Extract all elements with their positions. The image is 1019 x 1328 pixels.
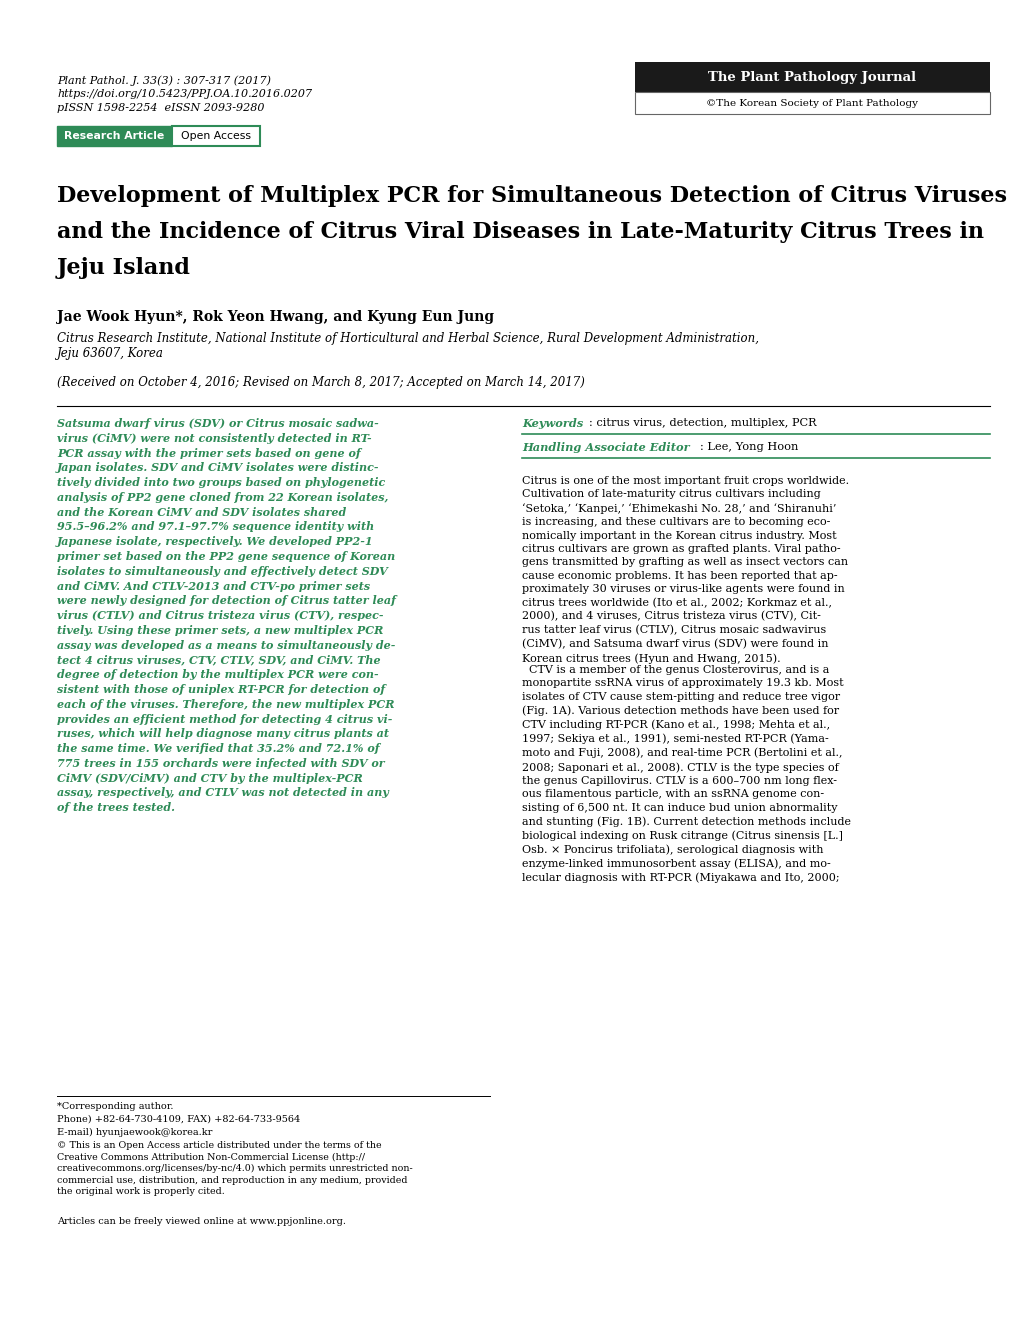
Text: E-mail) hyunjaewook@korea.kr: E-mail) hyunjaewook@korea.kr bbox=[57, 1127, 212, 1137]
Text: and the Incidence of Citrus Viral Diseases in Late-Maturity Citrus Trees in: and the Incidence of Citrus Viral Diseas… bbox=[57, 220, 983, 243]
Text: Keywords: Keywords bbox=[522, 418, 583, 429]
Text: CTV is a member of the genus Closterovirus, and is a
monopartite ssRNA virus of : CTV is a member of the genus Closterovir… bbox=[522, 665, 850, 883]
Text: The Plant Pathology Journal: The Plant Pathology Journal bbox=[708, 70, 916, 84]
Text: *Corresponding author.: *Corresponding author. bbox=[57, 1102, 173, 1112]
Text: : Lee, Yong Hoon: : Lee, Yong Hoon bbox=[699, 442, 798, 452]
Text: Citrus Research Institute, National Institute of Horticultural and Herbal Scienc: Citrus Research Institute, National Inst… bbox=[57, 332, 758, 345]
Text: Articles can be freely viewed online at www.ppjonline.org.: Articles can be freely viewed online at … bbox=[57, 1216, 345, 1226]
Text: Open Access: Open Access bbox=[180, 131, 251, 141]
Text: Satsuma dwarf virus (SDV) or Citrus mosaic sadwa-
virus (CiMV) were not consiste: Satsuma dwarf virus (SDV) or Citrus mosa… bbox=[57, 418, 395, 813]
Text: https://doi.org/10.5423/PPJ.OA.10.2016.0207: https://doi.org/10.5423/PPJ.OA.10.2016.0… bbox=[57, 89, 312, 100]
Text: © This is an Open Access article distributed under the terms of the
Creative Com: © This is an Open Access article distrib… bbox=[57, 1141, 413, 1197]
Bar bbox=[172, 126, 260, 146]
Text: ©The Korean Society of Plant Pathology: ©The Korean Society of Plant Pathology bbox=[706, 98, 917, 108]
Text: Research Article: Research Article bbox=[64, 131, 164, 141]
Bar bbox=[635, 62, 989, 92]
Text: Development of Multiplex PCR for Simultaneous Detection of Citrus Viruses: Development of Multiplex PCR for Simulta… bbox=[57, 185, 1006, 207]
Text: pISSN 1598-2254  eISSN 2093-9280: pISSN 1598-2254 eISSN 2093-9280 bbox=[57, 104, 264, 113]
Text: : citrus virus, detection, multiplex, PCR: : citrus virus, detection, multiplex, PC… bbox=[588, 418, 816, 428]
Text: Phone) +82-64-730-4109, FAX) +82-64-733-9564: Phone) +82-64-730-4109, FAX) +82-64-733-… bbox=[57, 1116, 300, 1123]
Bar bbox=[57, 126, 172, 146]
Text: (Received on October 4, 2016; Revised on March 8, 2017; Accepted on March 14, 20: (Received on October 4, 2016; Revised on… bbox=[57, 376, 584, 389]
Text: Jeju 63607, Korea: Jeju 63607, Korea bbox=[57, 347, 164, 360]
Text: Handling Associate Editor: Handling Associate Editor bbox=[522, 442, 689, 453]
Text: Citrus is one of the most important fruit crops worldwide.
Cultivation of late-m: Citrus is one of the most important frui… bbox=[522, 475, 848, 664]
Text: Jae Wook Hyun*, Rok Yeon Hwang, and Kyung Eun Jung: Jae Wook Hyun*, Rok Yeon Hwang, and Kyun… bbox=[57, 309, 493, 324]
Text: Plant Pathol. J. 33(3) : 307-317 (2017): Plant Pathol. J. 33(3) : 307-317 (2017) bbox=[57, 74, 271, 85]
Bar bbox=[635, 92, 989, 114]
Text: Jeju Island: Jeju Island bbox=[57, 258, 191, 279]
